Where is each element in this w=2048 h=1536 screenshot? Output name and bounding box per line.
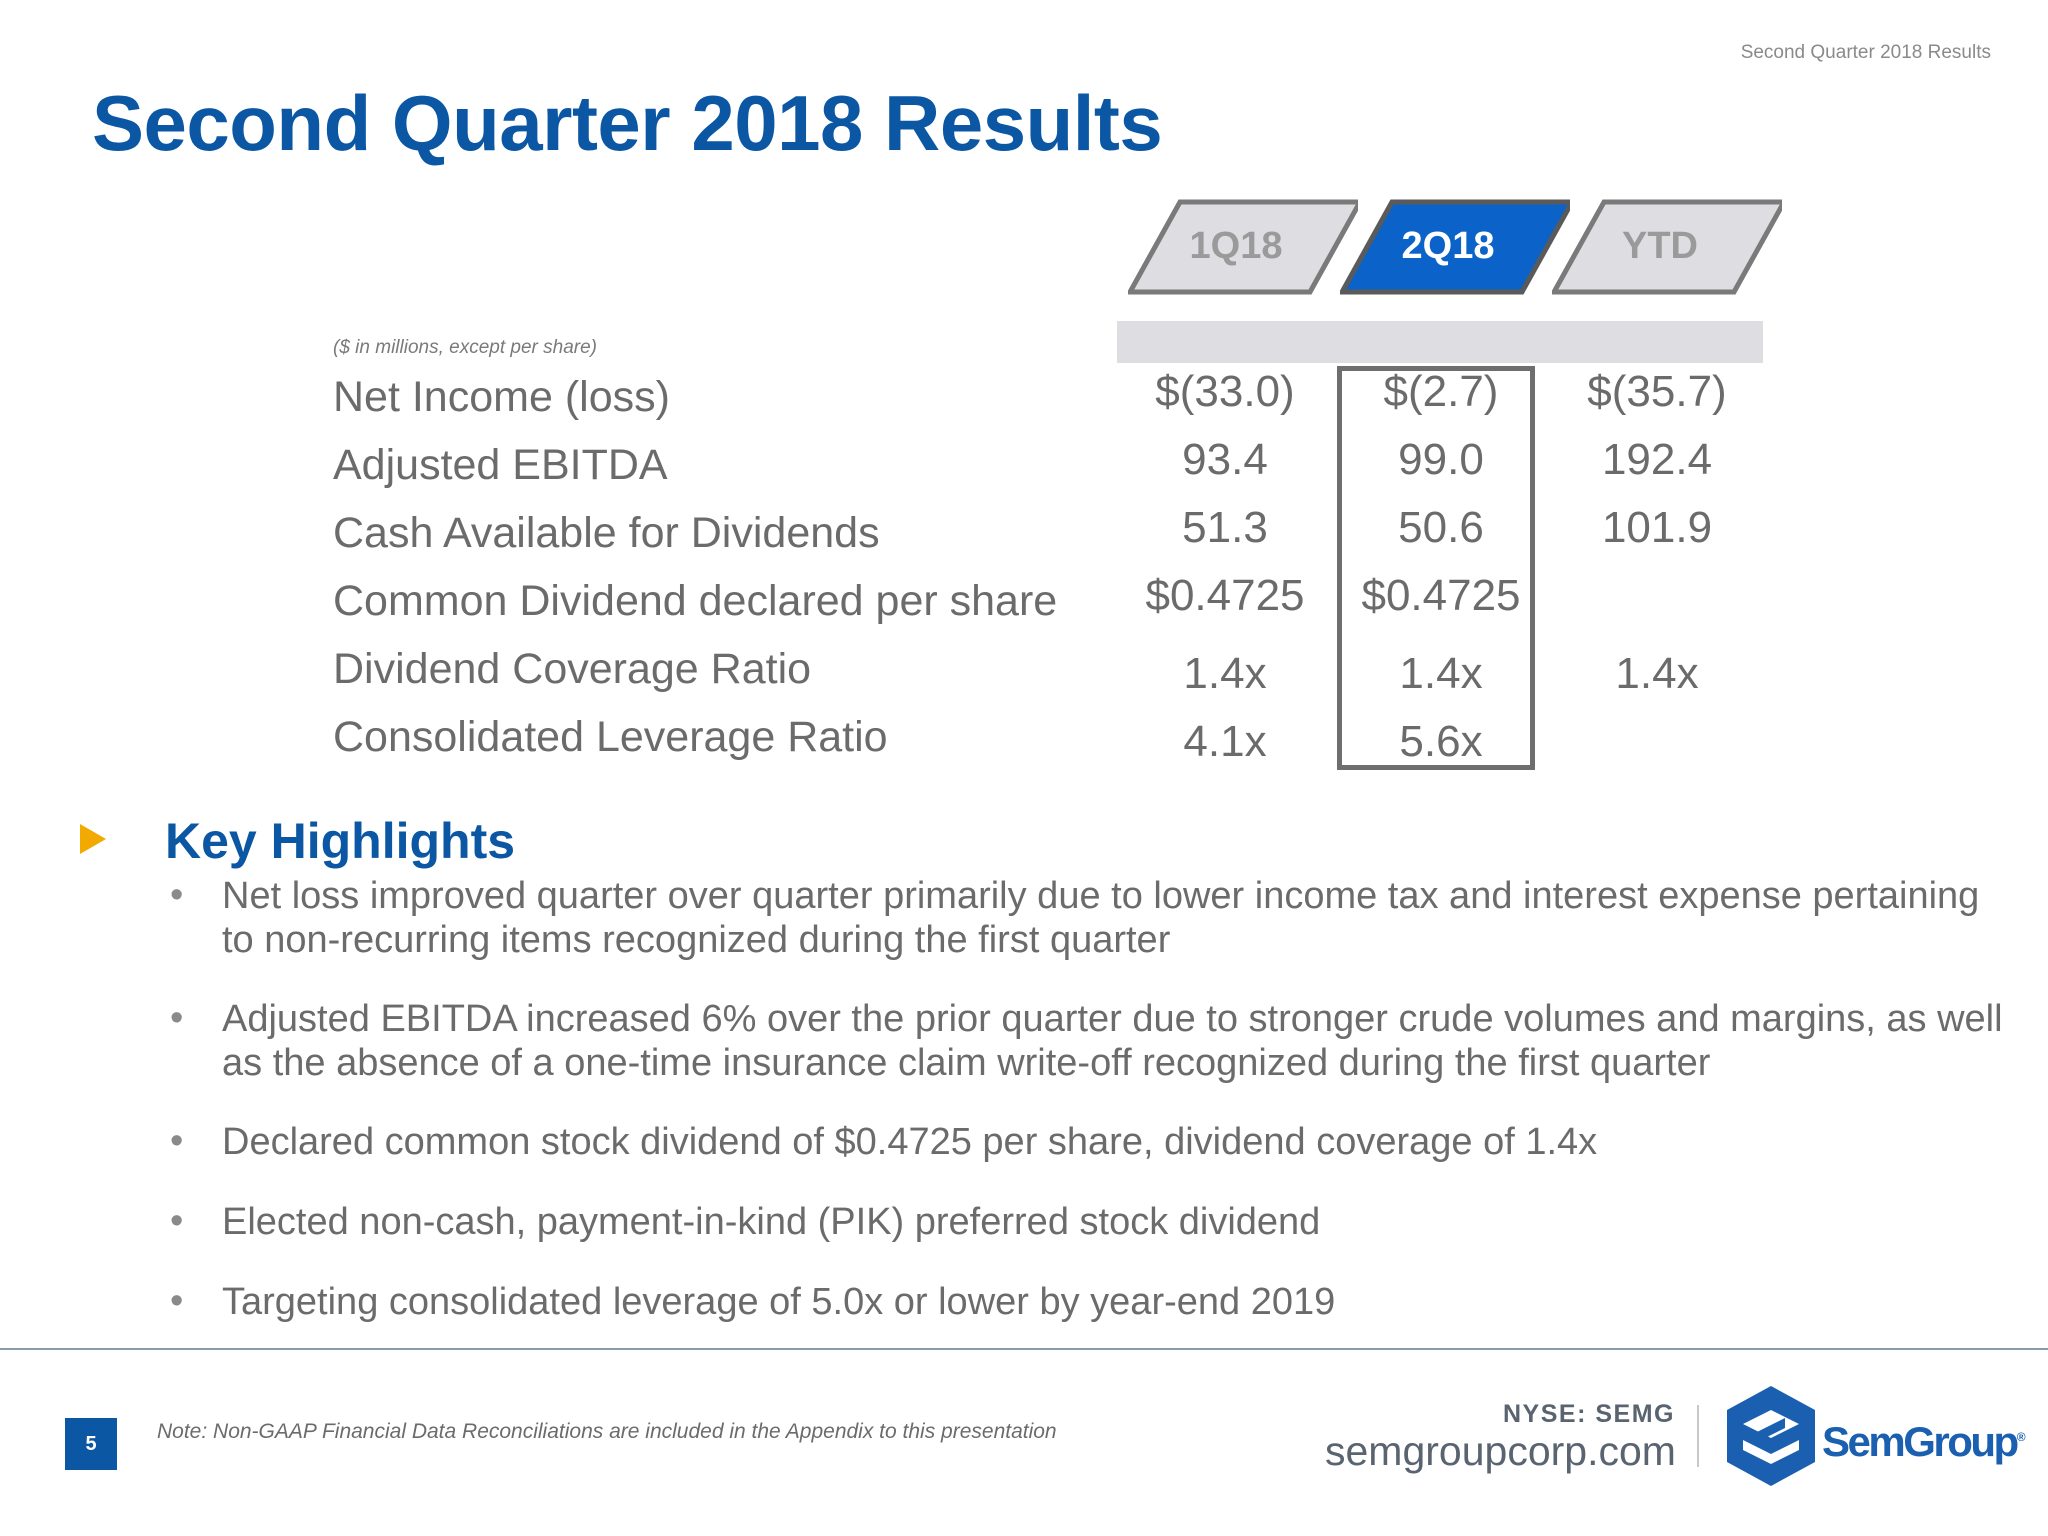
- active-column-outline: [1337, 366, 1535, 770]
- table-row: Cash Available for Dividends 51.3 50.6 1…: [0, 503, 2048, 569]
- bullet-icon: •: [170, 1200, 184, 1242]
- semgroup-logo-text: SemGroup®: [1822, 1418, 2026, 1466]
- bullet-icon: •: [170, 1280, 184, 1322]
- row-label: Common Dividend declared per share: [333, 577, 1058, 625]
- stock-ticker: NYSE: SEMG: [1503, 1400, 1675, 1428]
- tab-1q18[interactable]: 1Q18: [1128, 198, 1358, 295]
- cell-ytd: $(35.7): [1587, 367, 1727, 416]
- list-item-text: Adjusted EBITDA increased 6% over the pr…: [222, 998, 2003, 1084]
- cell-2q18: $(2.7): [1383, 367, 1499, 416]
- table-row: Consolidated Leverage Ratio 4.1x 5.6x: [0, 713, 2048, 773]
- list-item-text: Net loss improved quarter over quarter p…: [222, 875, 1980, 961]
- slide-title: Second Quarter 2018 Results: [92, 79, 1163, 167]
- tab-2q18[interactable]: 2Q18: [1340, 198, 1570, 295]
- cell-1q18: $0.4725: [1145, 571, 1305, 620]
- cell-2q18: 99.0: [1398, 435, 1484, 484]
- semgroup-logo-icon: [1727, 1386, 1815, 1486]
- bullet-icon: •: [170, 997, 184, 1039]
- cell-2q18: $0.4725: [1361, 571, 1521, 620]
- cell-ytd: 1.4x: [1615, 649, 1699, 698]
- tab-ytd[interactable]: YTD: [1552, 198, 1782, 295]
- table-row: Dividend Coverage Ratio 1.4x 1.4x 1.4x: [0, 645, 2048, 705]
- bullet-icon: •: [170, 874, 184, 916]
- list-item-text: Declared common stock dividend of $0.472…: [222, 1121, 1598, 1163]
- cell-1q18: 93.4: [1182, 435, 1268, 484]
- footer-separator: [1697, 1405, 1699, 1467]
- row-label: Consolidated Leverage Ratio: [333, 713, 888, 761]
- tab-label: YTD: [1622, 224, 1698, 267]
- tab-label: 2Q18: [1401, 224, 1495, 267]
- cell-1q18: 4.1x: [1183, 717, 1267, 766]
- running-header: Second Quarter 2018 Results: [1740, 42, 1991, 63]
- table-header-bar: [1117, 321, 1763, 363]
- cell-2q18: 50.6: [1398, 503, 1484, 552]
- play-arrow-icon: [80, 824, 106, 854]
- list-item-text: Elected non-cash, payment-in-kind (PIK) …: [222, 1201, 1321, 1243]
- units-note: ($ in millions, except per share): [333, 337, 597, 358]
- cell-1q18: 51.3: [1182, 503, 1268, 552]
- period-tabs: 1Q18 2Q18 YTD: [0, 198, 2048, 298]
- row-label: Cash Available for Dividends: [333, 509, 880, 557]
- cell-1q18: 1.4x: [1183, 649, 1267, 698]
- page-number: 5: [65, 1418, 117, 1470]
- bullet-icon: •: [170, 1120, 184, 1162]
- cell-ytd: 101.9: [1601, 503, 1713, 552]
- table-row: Net Income (loss) $(33.0) $(2.7) $(35.7): [0, 367, 2048, 433]
- cell-ytd: 192.4: [1601, 435, 1713, 484]
- footnote: Note: Non-GAAP Financial Data Reconcilia…: [157, 1420, 1057, 1443]
- website-link[interactable]: semgroupcorp.com: [1325, 1428, 1676, 1474]
- logo-wordmark: SemGroup: [1822, 1418, 2019, 1465]
- footer-divider: [0, 1348, 2048, 1350]
- tab-shape: [1128, 199, 1358, 295]
- row-label: Net Income (loss): [333, 373, 670, 421]
- cell-1q18: $(33.0): [1155, 367, 1295, 416]
- row-label: Dividend Coverage Ratio: [333, 645, 812, 693]
- cell-2q18: 1.4x: [1399, 649, 1483, 698]
- row-label: Adjusted EBITDA: [333, 441, 668, 489]
- registered-mark: ®: [2016, 1430, 2026, 1444]
- tab-label: 1Q18: [1189, 224, 1283, 267]
- tab-shape: [1340, 199, 1570, 295]
- table-row: Adjusted EBITDA 93.4 99.0 192.4: [0, 435, 2048, 501]
- table-row: Common Dividend declared per share $0.47…: [0, 571, 2048, 637]
- list-item-text: Targeting consolidated leverage of 5.0x …: [222, 1281, 1336, 1323]
- tab-shape: [1552, 199, 1782, 295]
- section-title: Key Highlights: [165, 813, 516, 869]
- cell-2q18: 5.6x: [1399, 717, 1483, 766]
